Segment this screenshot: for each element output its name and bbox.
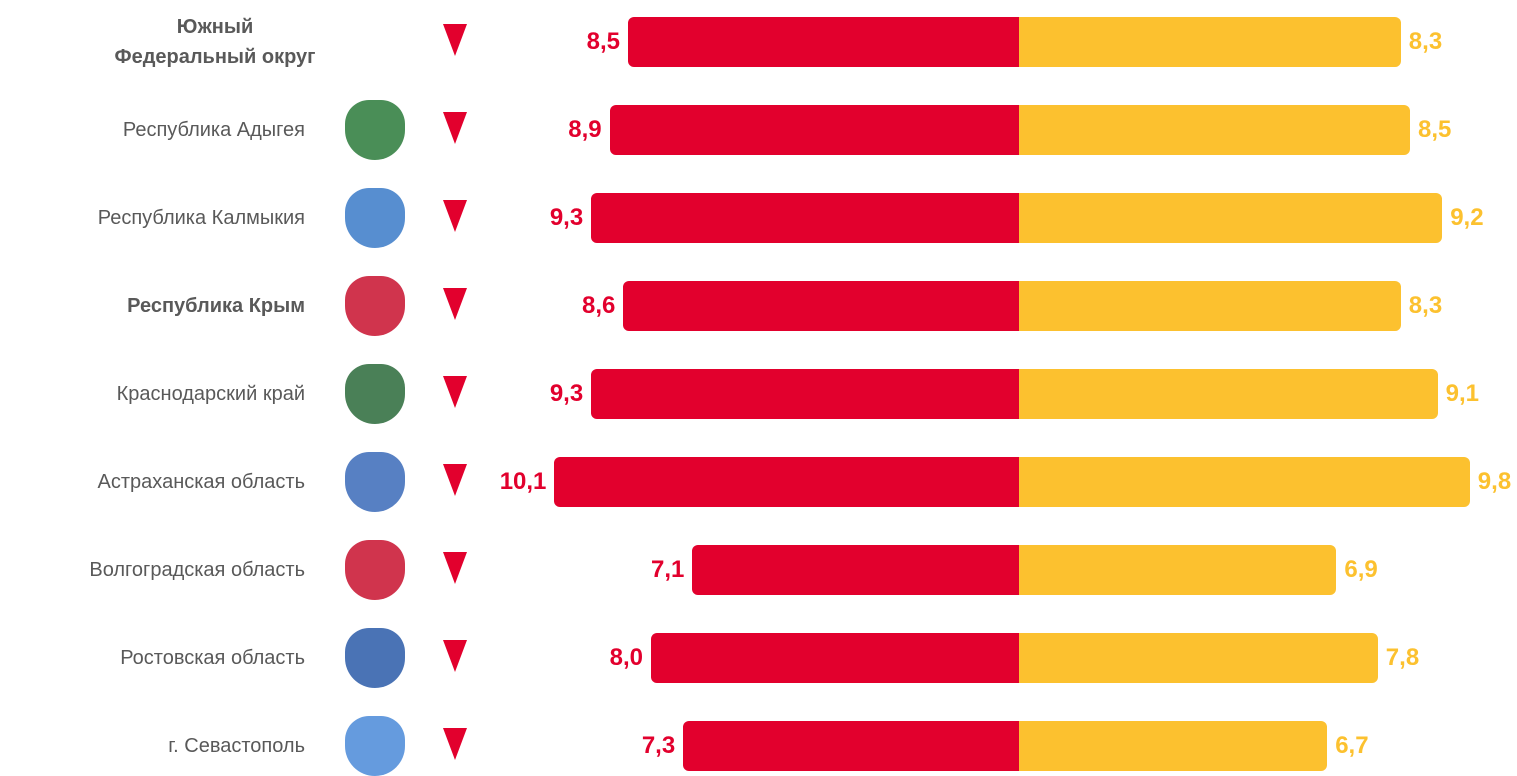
emblem bbox=[345, 540, 405, 600]
category-label: Республика Крым bbox=[127, 295, 305, 317]
bar-left bbox=[591, 193, 1019, 243]
emblem bbox=[345, 364, 405, 424]
trend-arrow bbox=[443, 24, 467, 56]
trend-arrow bbox=[443, 640, 467, 672]
bar-left bbox=[609, 105, 1019, 155]
value-label: 8,9 bbox=[568, 116, 602, 143]
value-label: 7,8 bbox=[1385, 644, 1420, 671]
bar-right bbox=[1019, 281, 1401, 331]
value-label: 8,6 bbox=[582, 292, 616, 319]
emblem bbox=[345, 628, 405, 688]
category-label: Ростовская область bbox=[120, 647, 305, 669]
emblem bbox=[345, 100, 405, 160]
bar-right bbox=[1019, 633, 1378, 683]
emblem bbox=[345, 452, 405, 512]
emblem bbox=[345, 276, 405, 336]
value-label: 9,8 bbox=[1477, 468, 1512, 495]
category-label: Волгоградская область bbox=[89, 559, 305, 581]
value-label: 9,3 bbox=[549, 380, 584, 407]
trend-arrow bbox=[443, 552, 467, 584]
category-label: Южный Федеральный округ bbox=[114, 16, 316, 68]
bar-left bbox=[683, 721, 1019, 771]
category-label: Республика Адыгея bbox=[122, 119, 305, 141]
value-label: 9,1 bbox=[1445, 380, 1479, 407]
bar-right bbox=[1019, 193, 1443, 243]
category-label: г. Севастополь bbox=[168, 735, 305, 757]
value-label: 9,2 bbox=[1450, 204, 1484, 231]
category-label: Краснодарский край bbox=[116, 383, 305, 405]
bar-left bbox=[628, 17, 1019, 67]
bar-left bbox=[692, 545, 1019, 595]
category-label: Республика Калмыкия bbox=[97, 207, 305, 229]
bar-left bbox=[651, 633, 1019, 683]
bar-left bbox=[554, 457, 1019, 507]
bar-right bbox=[1019, 721, 1328, 771]
value-label: 8,3 bbox=[1408, 28, 1443, 55]
value-label: 8,0 bbox=[609, 644, 643, 671]
trend-arrow bbox=[443, 200, 467, 232]
value-label: 7,1 bbox=[651, 556, 685, 583]
trend-arrow bbox=[443, 464, 467, 496]
value-label: 8,5 bbox=[1418, 116, 1452, 143]
emblem bbox=[345, 716, 405, 776]
bar-left bbox=[591, 369, 1019, 419]
value-label: 8,5 bbox=[586, 28, 620, 55]
bar-right bbox=[1019, 369, 1438, 419]
value-label: 10,1 bbox=[499, 468, 547, 495]
value-label: 8,3 bbox=[1408, 292, 1443, 319]
trend-arrow bbox=[443, 376, 467, 408]
bar-right bbox=[1019, 545, 1337, 595]
trend-arrow bbox=[443, 112, 467, 144]
bar-right bbox=[1019, 457, 1470, 507]
bar-right bbox=[1019, 17, 1401, 67]
trend-arrow bbox=[443, 288, 467, 320]
value-label: 6,9 bbox=[1344, 556, 1378, 583]
emblem bbox=[345, 188, 405, 248]
value-label: 9,3 bbox=[549, 204, 584, 231]
value-label: 6,7 bbox=[1335, 732, 1369, 759]
bar-left bbox=[623, 281, 1019, 331]
trend-arrow bbox=[443, 728, 467, 760]
value-label: 7,3 bbox=[641, 732, 676, 759]
category-label: Астраханская область bbox=[97, 471, 305, 493]
bar-right bbox=[1019, 105, 1410, 155]
